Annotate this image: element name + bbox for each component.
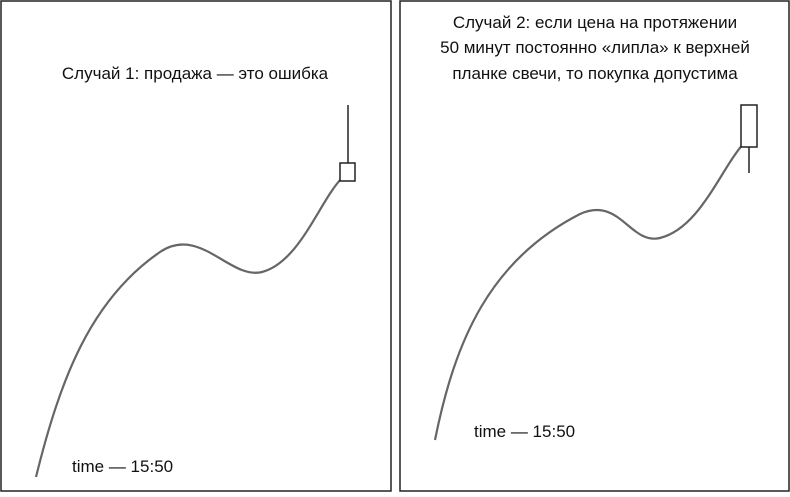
candle-body (740, 104, 758, 148)
panel-frame (399, 0, 790, 492)
time-label: time — 15:50 (474, 422, 575, 441)
panel-title: Случай 2: если цена на протяжении (453, 13, 737, 32)
panel-title: Случай 1: продажа — это ошибка (62, 64, 329, 83)
candle-body (339, 162, 356, 182)
panel-title: планке свечи, то покупка допустима (452, 64, 738, 83)
panel-title: 50 минут постоянно «липла» к верхней (440, 38, 750, 57)
price-curve (433, 142, 745, 441)
price-curve (34, 177, 343, 478)
time-label: time — 15:50 (72, 457, 173, 476)
